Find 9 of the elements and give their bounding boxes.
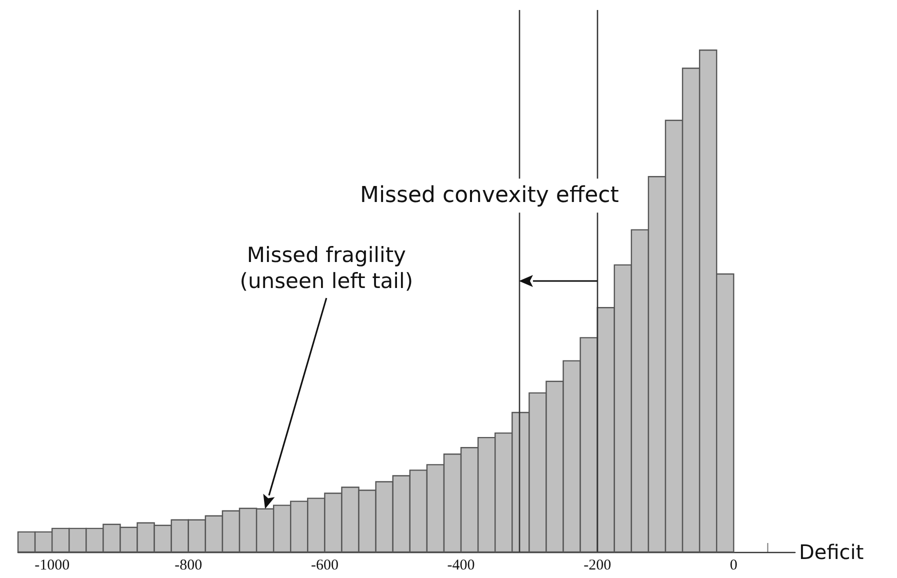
x-tick-label: -400 xyxy=(447,558,475,574)
x-tick-label: 0 xyxy=(730,558,738,574)
x-tick-label: -1000 xyxy=(34,558,70,574)
annotation: Missed convexity effect xyxy=(360,183,620,208)
annotation: Missed fragility (unseen left tail) xyxy=(240,243,414,294)
x-axis-title: Deficit xyxy=(799,540,864,564)
x-tick-label: -600 xyxy=(310,558,338,574)
x-tick-label: -200 xyxy=(584,558,612,574)
x-tick-label: -800 xyxy=(174,558,202,574)
